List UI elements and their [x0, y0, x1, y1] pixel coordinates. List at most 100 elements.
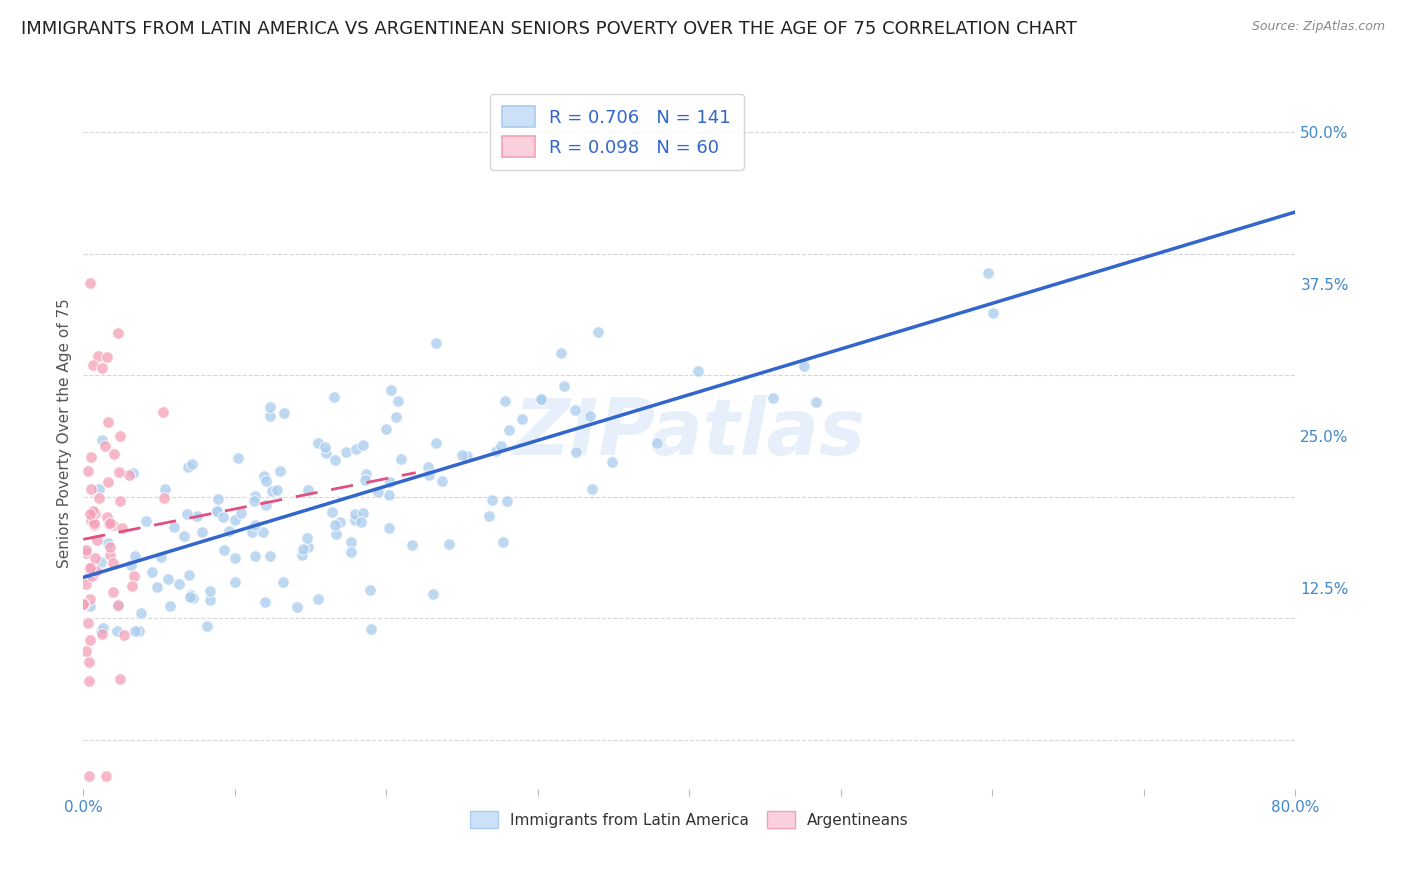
Point — [83, 517, 105, 532]
Point — [375, 422, 398, 436]
Point — [354, 467, 377, 481]
Point — [314, 441, 336, 455]
Point — [79, 599, 101, 613]
Point — [79, 566, 101, 581]
Point — [492, 534, 515, 549]
Point — [377, 521, 399, 535]
Point — [977, 266, 1000, 280]
Point — [254, 499, 277, 513]
Point — [91, 434, 114, 448]
Point — [224, 574, 246, 589]
Point — [83, 516, 105, 530]
Point — [111, 521, 134, 535]
Point — [76, 615, 98, 630]
Point — [645, 435, 668, 450]
Point — [82, 358, 104, 372]
Point — [496, 494, 519, 508]
Point — [190, 524, 212, 539]
Point — [98, 540, 121, 554]
Point — [103, 447, 125, 461]
Point — [176, 459, 198, 474]
Point — [180, 588, 202, 602]
Point — [101, 584, 124, 599]
Point — [578, 409, 600, 423]
Point — [107, 599, 129, 613]
Point — [96, 351, 118, 365]
Point — [80, 450, 103, 464]
Point — [155, 483, 177, 497]
Point — [564, 402, 586, 417]
Point — [550, 346, 572, 360]
Point — [97, 475, 120, 489]
Point — [80, 483, 103, 497]
Point — [439, 536, 461, 550]
Point — [75, 576, 97, 591]
Point — [97, 415, 120, 429]
Point — [82, 504, 104, 518]
Point — [321, 505, 343, 519]
Point — [297, 541, 319, 555]
Point — [352, 506, 374, 520]
Point — [75, 644, 97, 658]
Point — [101, 556, 124, 570]
Point — [243, 549, 266, 564]
Point — [97, 535, 120, 549]
Point — [98, 548, 121, 562]
Point — [107, 599, 129, 613]
Point — [177, 567, 200, 582]
Point — [353, 473, 375, 487]
Point — [128, 624, 150, 638]
Point — [150, 549, 173, 564]
Point — [259, 409, 281, 424]
Point — [360, 622, 382, 636]
Point — [422, 587, 444, 601]
Point — [108, 465, 131, 479]
Point — [72, 597, 94, 611]
Point — [491, 439, 513, 453]
Point — [273, 406, 295, 420]
Point — [94, 769, 117, 783]
Point — [146, 580, 169, 594]
Point — [90, 361, 112, 376]
Point — [212, 543, 235, 558]
Point — [498, 423, 520, 437]
Point — [198, 593, 221, 607]
Point — [103, 517, 125, 532]
Point — [291, 541, 314, 556]
Point — [90, 555, 112, 569]
Point — [530, 393, 553, 408]
Point — [269, 464, 291, 478]
Point — [359, 583, 381, 598]
Point — [83, 506, 105, 520]
Point — [329, 515, 352, 529]
Point — [350, 515, 373, 529]
Point — [378, 488, 401, 502]
Point — [481, 492, 503, 507]
Point — [90, 624, 112, 638]
Point — [195, 619, 218, 633]
Point — [91, 622, 114, 636]
Point — [380, 383, 402, 397]
Point — [245, 517, 267, 532]
Point — [108, 429, 131, 443]
Point — [79, 656, 101, 670]
Point — [325, 518, 347, 533]
Point — [179, 590, 201, 604]
Point — [159, 599, 181, 613]
Point — [118, 468, 141, 483]
Point — [325, 527, 347, 541]
Point — [553, 379, 575, 393]
Point — [259, 400, 281, 414]
Point — [98, 517, 121, 532]
Point — [762, 391, 785, 405]
Point — [87, 482, 110, 496]
Point — [79, 592, 101, 607]
Point — [430, 474, 453, 488]
Point — [259, 549, 281, 564]
Point — [121, 579, 143, 593]
Point — [323, 390, 346, 404]
Point — [266, 483, 288, 498]
Point — [224, 513, 246, 527]
Point — [212, 510, 235, 524]
Text: ZIPatlas: ZIPatlas — [513, 395, 866, 471]
